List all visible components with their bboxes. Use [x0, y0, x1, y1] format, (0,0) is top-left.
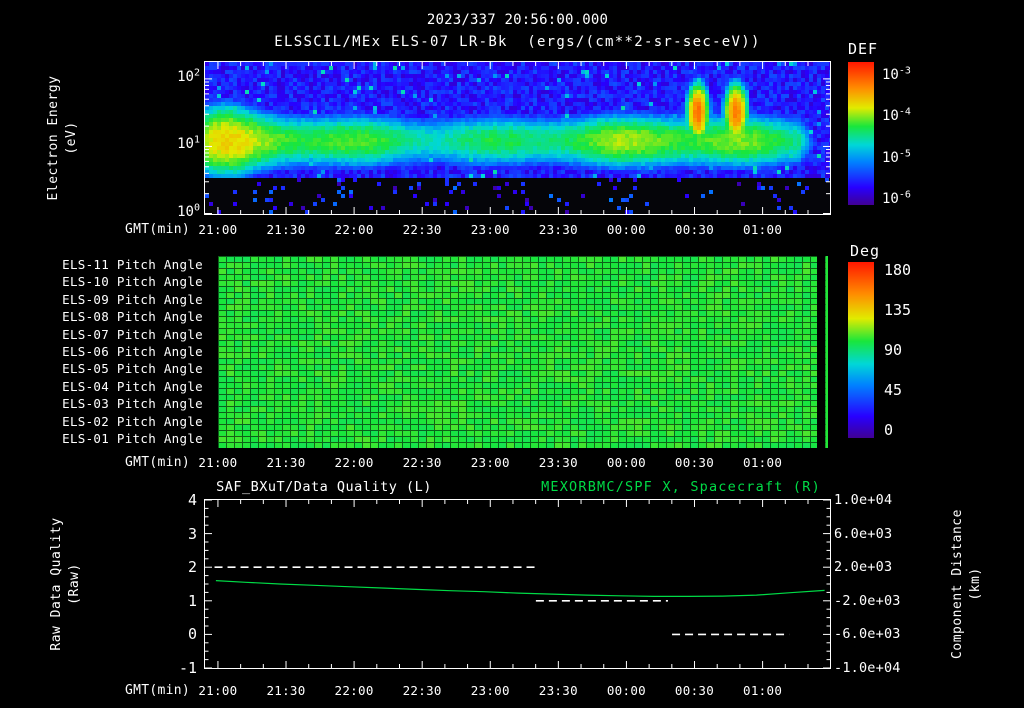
- spectrogram-ticks: [205, 62, 830, 214]
- quality-tick-label: -1: [178, 659, 197, 677]
- pitch-row-label: ELS-01 Pitch Angle: [62, 431, 203, 447]
- time-tick-label: 22:30: [402, 683, 442, 698]
- distance-tick-label: -6.0e+03: [834, 626, 901, 643]
- def-colorbar-tick: 10-5: [882, 147, 911, 166]
- spacecraft-title: MEXORBMC/SPF X, Spacecraft (R): [541, 479, 821, 495]
- energy-axis-label-line2: (eV): [64, 121, 79, 155]
- deg-colorbar-tick: 90: [884, 341, 903, 359]
- time-tick-label: 21:00: [198, 222, 238, 237]
- distance-axis-label-line1: Component Distance: [950, 509, 965, 659]
- quality-title: SAF_BXuT/Data Quality (L): [216, 479, 432, 495]
- colorbar-def-title: DEF: [848, 40, 879, 58]
- time-tick-label: 21:30: [266, 683, 306, 698]
- time-tick-label: 23:30: [538, 455, 578, 470]
- pitch-row-label: ELS-08 Pitch Angle: [62, 309, 203, 325]
- quality-tick-label: 3: [187, 524, 197, 543]
- pitch-canvas: [218, 256, 828, 448]
- pitch-row-label: ELS-06 Pitch Angle: [62, 344, 203, 359]
- time-tick-label: 00:00: [606, 455, 646, 470]
- distance-tick-label: 6.0e+03: [834, 525, 893, 542]
- time-tick-label: 00:30: [674, 455, 715, 470]
- spacecraft-distance-curve: [215, 580, 825, 597]
- pitch-row-label: ELS-04 Pitch Angle: [62, 378, 203, 394]
- quality-tick-label: 0: [187, 625, 197, 644]
- quality-tick-label: 1: [187, 591, 197, 610]
- time-tick-label: 00:30: [674, 222, 715, 237]
- lineplot-svg: [205, 500, 830, 668]
- quality-axis-label-line1: Raw Data Quality: [49, 517, 64, 651]
- quality-tick-label: 2: [187, 558, 197, 577]
- distance-axis-label-line2: (km): [968, 567, 983, 601]
- energy-tick-label: 100: [177, 202, 200, 220]
- def-colorbar-tick: 10-6: [882, 189, 911, 207]
- pitch-row-label: ELS-09 Pitch Angle: [62, 291, 203, 307]
- quality-tick-label: 4: [187, 491, 197, 509]
- distance-tick-label: -2.0e+03: [834, 592, 901, 609]
- pitch-row-label: ELS-05 Pitch Angle: [62, 361, 203, 377]
- time-tick-label: 21:00: [198, 683, 238, 698]
- time-tick-label: 00:30: [674, 683, 715, 698]
- spectrogram-title: ELSSCIL/MEx ELS-07 LR-Bk (ergs/(cm**2-sr…: [274, 34, 761, 50]
- time-tick-label: 01:00: [743, 683, 783, 698]
- time-tick-label: 23:30: [538, 222, 578, 237]
- quality-axis-label: Raw Data Quality (Raw): [48, 464, 84, 704]
- time-tick-label: 21:30: [266, 222, 306, 237]
- energy-tick-label: 102: [177, 67, 200, 85]
- pitch-row-label: ELS-02 Pitch Angle: [62, 413, 203, 429]
- deg-colorbar: [848, 262, 874, 438]
- time-tick-label: 00:00: [606, 222, 646, 237]
- global-datetime-title: 2023/337 20:56:00.000: [426, 12, 609, 28]
- time-tick-label: 22:30: [402, 455, 442, 470]
- time-tick-label: 01:00: [743, 222, 783, 237]
- pitch-row-label: ELS-07 Pitch Angle: [62, 326, 203, 342]
- colorbar-deg-title: Deg: [850, 242, 881, 260]
- energy-axis-label: Electron Energy (eV): [45, 18, 81, 258]
- energy-tick-label: 101: [177, 134, 200, 153]
- time-tick-label: 23:00: [470, 222, 510, 237]
- deg-colorbar-tick: 45: [884, 381, 903, 399]
- lineplot: [204, 499, 831, 669]
- distance-tick-label: 2.0e+03: [834, 559, 893, 576]
- time-tick-label: 23:30: [538, 683, 578, 698]
- deg-colorbar-tick: 0: [884, 421, 894, 439]
- gmt-label-pitch: GMT(min): [124, 455, 190, 470]
- distance-tick-label: 1.0e+04: [834, 492, 893, 508]
- time-tick-label: 21:30: [266, 455, 306, 470]
- def-colorbar-tick: 10-4: [882, 106, 911, 125]
- def-colorbar: [848, 62, 874, 205]
- time-tick-label: 21:00: [198, 455, 238, 470]
- pitch-row-label: ELS-10 Pitch Angle: [62, 274, 203, 290]
- deg-colorbar-tick: 135: [884, 301, 912, 319]
- time-tick-label: 22:00: [334, 222, 374, 237]
- pitch-row-label: ELS-11 Pitch Angle: [62, 256, 203, 272]
- time-tick-label: 01:00: [743, 455, 783, 470]
- energy-axis-label-line1: Electron Energy: [46, 75, 61, 201]
- quality-axis-label-line2: (Raw): [67, 563, 82, 605]
- gmt-label-lineplot: GMT(min): [124, 683, 190, 698]
- def-colorbar-tick: 10-3: [882, 65, 911, 83]
- time-tick-label: 22:30: [402, 222, 442, 237]
- time-tick-label: 22:00: [334, 455, 374, 470]
- pitch-row-label: ELS-03 Pitch Angle: [62, 396, 203, 412]
- spectrogram-canvas: [205, 62, 830, 214]
- distance-tick-label: -1.0e+04: [834, 660, 901, 676]
- distance-axis-label: Component Distance (km): [949, 464, 985, 704]
- gmt-label-spectrogram: GMT(min): [124, 222, 190, 237]
- time-tick-label: 22:00: [334, 683, 374, 698]
- spectrogram-plot: [204, 61, 831, 215]
- time-tick-label: 23:00: [470, 683, 510, 698]
- deg-colorbar-tick: 180: [884, 261, 912, 279]
- time-tick-label: 23:00: [470, 455, 510, 470]
- time-tick-label: 00:00: [606, 683, 646, 698]
